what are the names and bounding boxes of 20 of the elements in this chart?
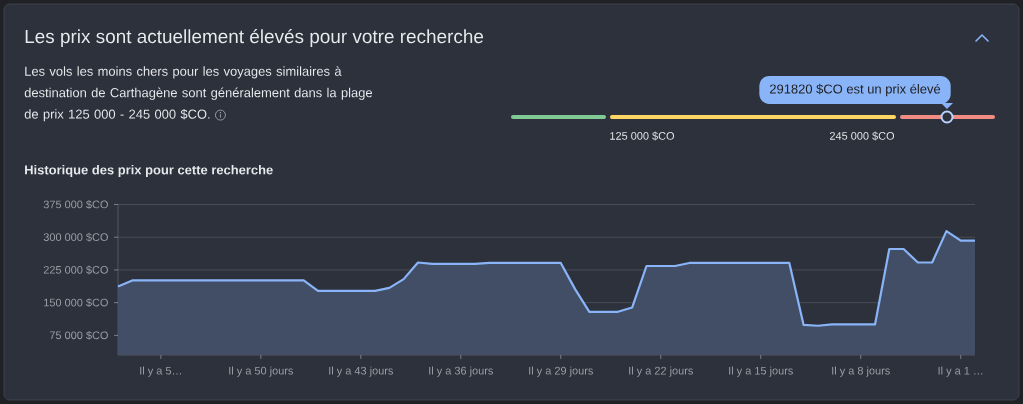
x-tick-label: Il y a 36 jours xyxy=(429,366,493,377)
y-tick-label: 375 000 $CO xyxy=(43,200,108,209)
x-tick-label: Il y a 22 jours xyxy=(629,366,693,377)
x-tick-label: Il y a 8 jours xyxy=(832,366,890,377)
y-tick-label: 75 000 $CO xyxy=(49,330,108,340)
x-tick-label: Il y a 29 jours xyxy=(529,366,593,377)
x-tick-label: Il y a 5… xyxy=(140,366,181,377)
text: 245 000 $CO xyxy=(829,131,895,141)
x-tick-label: Il y a 1 … xyxy=(938,366,983,377)
x-tick-label: Il y a 50 jours xyxy=(229,366,294,377)
x-tick-label: Il y a 15 jours xyxy=(729,366,793,377)
y-tick-label: 225 000 $CO xyxy=(43,265,108,275)
y-tick-label: 300 000 $CO xyxy=(43,232,108,242)
text: Les prix sont actuellement élevés pour votre recherche xyxy=(25,29,484,47)
text: 125 000 $CO xyxy=(610,131,675,141)
text: 291820 $CO est un prix élevé xyxy=(769,83,941,97)
y-tick-label: 150 000 $CO xyxy=(44,298,108,308)
text: Les vols les moins chers pour les voyages similaires à destination de Carthagène sont généralement dans la plage de prix 125 000 - 245 000 $CO. xyxy=(24,66,373,122)
chart-title: Historique des prix pour cette recherche xyxy=(25,164,273,178)
x-tick-label: Il y a 43 jours xyxy=(329,366,393,377)
